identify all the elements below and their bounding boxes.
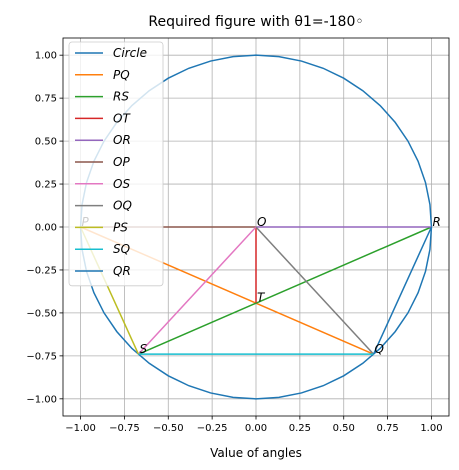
x-tick-label: 0.50	[333, 423, 355, 434]
point-label-q: Q	[375, 342, 384, 356]
x-axis: −1.00 −0.75 −0.50 −0.25 0.00 0.25 0.50 0.75 1.00	[65, 416, 443, 434]
legend-label-op: OP	[113, 155, 130, 169]
y-tick-label: −1.00	[26, 394, 57, 405]
series-oq	[255, 226, 375, 355]
legend-label-os: OS	[113, 177, 130, 191]
legend-label-circle: Circle	[113, 46, 147, 60]
y-tick-label: −0.25	[26, 265, 57, 276]
legend-label-pq: PQ	[113, 68, 130, 82]
x-tick-label: −1.00	[65, 423, 96, 434]
y-tick-label: −0.50	[26, 308, 57, 319]
series-qr	[372, 226, 433, 355]
x-tick-label: −0.75	[109, 423, 140, 434]
y-tick-label: 0.25	[35, 180, 57, 191]
point-label-s: S	[139, 342, 147, 356]
legend-label-sq: SQ	[113, 242, 130, 256]
legend-label-ps: PS	[113, 220, 128, 234]
legend-label-or: OR	[113, 133, 131, 147]
y-tick-label: −0.75	[26, 351, 57, 362]
x-axis-label: Value of angles	[210, 446, 302, 460]
legend-label-qr: QR	[113, 264, 131, 278]
x-tick-label: −0.25	[197, 423, 228, 434]
y-tick-label: 1.00	[35, 51, 57, 62]
legend-label-ot: OT	[113, 111, 131, 125]
series-rs	[138, 226, 432, 355]
y-axis: 1.00 0.75 0.50 0.25 0.00 −0.25 −0.50 −0.75 −1.00	[26, 51, 63, 405]
point-label-r: R	[432, 215, 440, 229]
x-tick-label: −0.50	[153, 423, 184, 434]
legend-box	[68, 41, 164, 287]
legend: Circle PQ RS OT OR OP OS OQ PS SQ QR	[68, 41, 164, 287]
x-tick-label: 0.25	[289, 423, 311, 434]
legend-label-oq: OQ	[113, 199, 132, 213]
chart-title: Required figure with θ1=-180◦	[148, 14, 363, 30]
point-label-o: O	[257, 215, 266, 229]
series-os	[137, 226, 257, 355]
y-tick-label: 0.75	[35, 94, 57, 105]
legend-label-rs: RS	[113, 90, 129, 104]
x-tick-label: 1.00	[420, 423, 442, 434]
y-tick-label: 0.50	[35, 137, 57, 148]
y-tick-label: 0.00	[35, 223, 57, 234]
point-label-t: T	[257, 291, 266, 305]
x-tick-label: 0.00	[245, 423, 267, 434]
x-tick-label: 0.75	[376, 423, 398, 434]
